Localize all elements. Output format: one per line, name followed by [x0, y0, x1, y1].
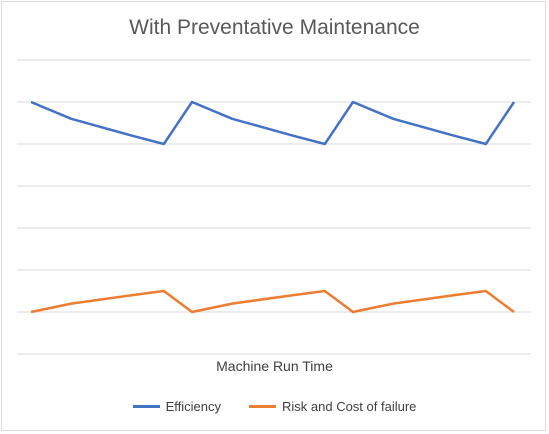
legend-item-efficiency: Efficiency — [132, 399, 221, 414]
legend-swatch-efficiency — [132, 405, 160, 408]
series-line-risk-and-cost-of-failure — [30, 289, 515, 314]
x-axis-label: Machine Run Time — [216, 358, 333, 374]
legend-label-risk: Risk and Cost of failure — [282, 399, 417, 414]
legend: Efficiency Risk and Cost of failure — [0, 399, 549, 414]
legend-swatch-risk — [249, 405, 276, 408]
chart-title: With Preventative Maintenance — [129, 16, 420, 39]
series-line-efficiency — [30, 100, 516, 146]
legend-item-risk: Risk and Cost of failure — [249, 399, 416, 414]
legend-label-efficiency: Efficiency — [165, 399, 221, 414]
